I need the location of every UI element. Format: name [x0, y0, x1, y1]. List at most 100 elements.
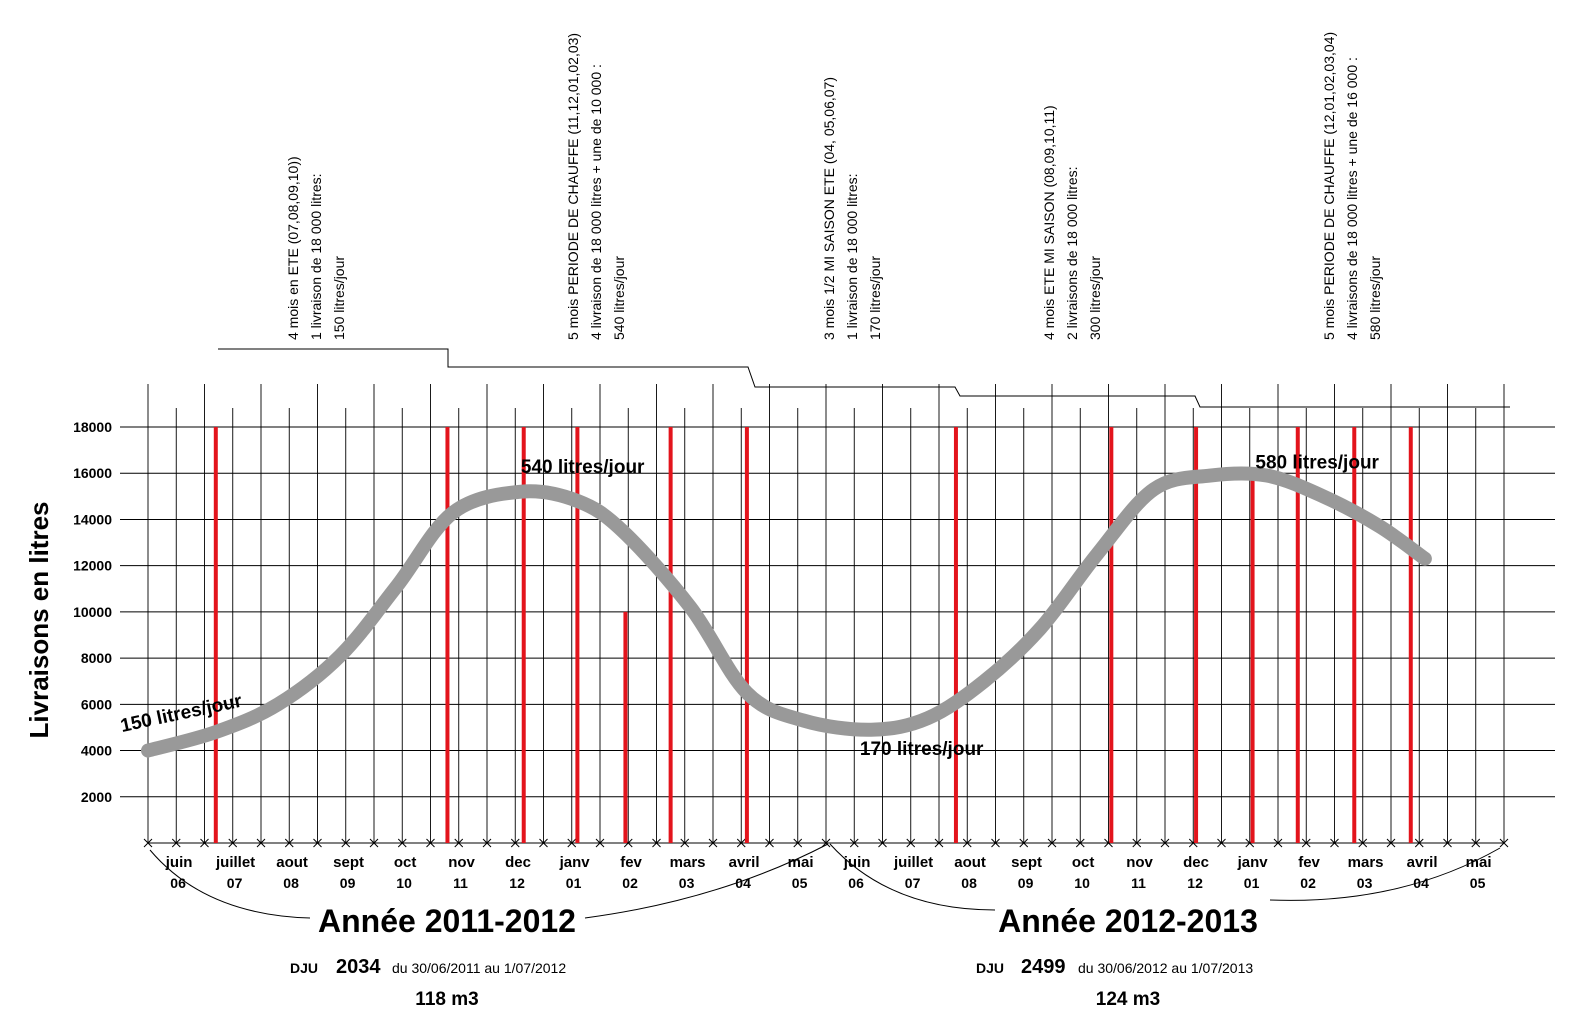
period-note-line: 4 livraison de 18 000 litres + une de 10… — [588, 64, 604, 340]
period-note-line: 150 litres/jour — [331, 256, 347, 340]
x-tick-mark — [991, 838, 1000, 848]
x-tick-mark — [793, 838, 803, 848]
x-tick-mark — [849, 838, 859, 848]
period-note-line: 170 litres/jour — [867, 256, 883, 340]
period-step-lines — [218, 348, 1510, 408]
year-bracket — [149, 849, 311, 919]
x-tick-mark — [962, 838, 972, 848]
period-note-line: 300 litres/jour — [1087, 256, 1103, 340]
month-number: 12 — [509, 875, 525, 891]
x-tick-mark — [200, 838, 209, 848]
x-tick-mark — [454, 838, 464, 848]
month-number: 09 — [1018, 875, 1034, 891]
x-tick-mark — [878, 838, 887, 848]
month-label: oct — [1072, 854, 1095, 871]
month-number: 05 — [792, 875, 808, 891]
year-bracket — [584, 843, 829, 919]
x-axis — [143, 838, 1509, 848]
month-number: 01 — [1244, 875, 1260, 891]
dju-value: 2499 — [1021, 956, 1066, 978]
x-tick-mark — [1019, 838, 1029, 848]
year-title: Année 2011-2012 — [318, 903, 576, 939]
dju-value: 2034 — [336, 956, 381, 978]
period-note-line: 4 mois en ETE (07,08,09,10)) — [285, 156, 301, 340]
x-tick-mark — [1217, 838, 1226, 848]
x-tick-mark — [595, 838, 605, 848]
y-axis-label: Livraisons en litres — [24, 502, 54, 739]
month-label: mai — [1466, 854, 1492, 871]
month-number: 02 — [622, 875, 638, 891]
y-tick-label: 2000 — [81, 789, 112, 805]
x-tick-mark — [228, 838, 238, 848]
x-tick-mark — [680, 838, 690, 848]
vertical-gridlines — [147, 384, 1505, 843]
period-note-line: 4 livraisons de 18 000 litres + une de 1… — [1344, 57, 1360, 340]
x-tick-mark — [539, 838, 548, 848]
month-label: avril — [729, 854, 760, 871]
x-tick-mark — [397, 838, 407, 848]
month-number: 06 — [170, 875, 186, 891]
x-tick-mark — [510, 838, 520, 848]
x-tick-mark — [426, 838, 435, 848]
period-note-line: 5 mois PERIODE DE CHAUFFE (11,12,01,02,0… — [565, 33, 581, 340]
x-tick-mark — [821, 838, 831, 848]
month-number: 06 — [848, 875, 864, 891]
x-tick-mark — [934, 838, 944, 848]
period-note-line: 2 livraisons de 18 000 litres: — [1064, 166, 1080, 340]
month-label: mars — [1348, 854, 1384, 871]
dju-label: DJU — [976, 960, 1004, 976]
x-tick-mark — [1471, 838, 1481, 848]
x-tick-mark — [1443, 838, 1452, 848]
year-bracket — [829, 843, 996, 911]
rate-label: 540 litres/jour — [521, 457, 645, 478]
x-tick-mark — [1414, 838, 1424, 848]
month-label: fev — [1298, 854, 1320, 871]
x-tick-mark — [567, 838, 577, 848]
y-tick-label: 4000 — [81, 743, 112, 759]
x-tick-mark — [1075, 838, 1085, 848]
x-tick-mark — [1301, 838, 1311, 848]
month-label: mars — [670, 854, 706, 871]
period-note-line: 5 mois PERIODE DE CHAUFFE (12,01,02,03,0… — [1321, 32, 1337, 340]
month-number: 10 — [396, 875, 412, 891]
month-label: dec — [1183, 854, 1209, 871]
month-number: 12 — [1187, 875, 1203, 891]
y-tick-label: 8000 — [81, 650, 112, 666]
y-tick-label: 6000 — [81, 696, 112, 712]
y-tick-label: 12000 — [73, 558, 112, 574]
month-number: 07 — [227, 875, 243, 891]
x-tick-mark — [652, 838, 661, 848]
month-number: 04 — [1413, 875, 1429, 891]
year-bracket — [1269, 847, 1501, 901]
month-number: 01 — [566, 875, 582, 891]
year-volume: 124 m3 — [1096, 989, 1160, 1010]
period-note-line: 4 mois ETE MI SAISON (08,09,10,11) — [1041, 105, 1057, 340]
month-label: juillet — [893, 854, 933, 871]
x-tick-mark — [1132, 838, 1142, 848]
period-step-line — [218, 348, 1510, 408]
period-note-line: 540 litres/jour — [611, 256, 627, 340]
x-tick-mark — [369, 838, 379, 848]
year-title: Année 2012-2013 — [998, 903, 1258, 939]
x-tick-mark — [482, 838, 492, 848]
month-label: aout — [954, 854, 986, 871]
month-number: 11 — [453, 875, 468, 891]
period-notes: 4 mois en ETE (07,08,09,10)) 1 livraison … — [285, 32, 1383, 340]
month-label: janv — [1237, 854, 1269, 871]
x-tick-mark — [143, 838, 153, 848]
month-label: sept — [1011, 854, 1042, 871]
y-tick-label: 18000 — [73, 419, 112, 435]
rate-label: 170 litres/jour — [860, 739, 984, 760]
consumption-line — [141, 466, 1432, 758]
y-tick-label: 10000 — [73, 604, 112, 620]
month-label: sept — [333, 854, 364, 871]
month-number: 08 — [961, 875, 977, 891]
month-number: 07 — [905, 875, 921, 891]
month-number: 11 — [1131, 875, 1146, 891]
period-note-line: 1 livraison de 18 000 litres: — [308, 173, 324, 340]
month-label: aout — [276, 854, 308, 871]
horizontal-gridlines — [120, 426, 1555, 798]
dju-period: du 30/06/2012 au 1/07/2013 — [1078, 960, 1253, 976]
